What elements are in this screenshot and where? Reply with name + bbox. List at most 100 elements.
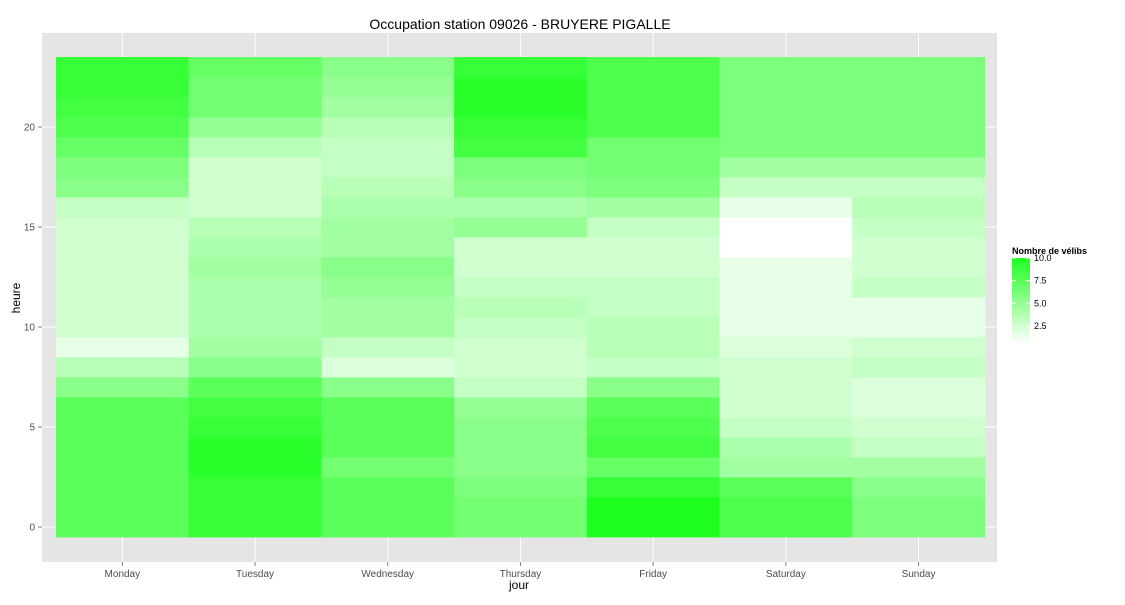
heatmap-cell <box>586 397 720 418</box>
heatmap-cell <box>586 517 720 538</box>
heatmap-cell <box>454 397 588 418</box>
heatmap-cell <box>852 377 986 398</box>
heatmap-cell <box>454 497 588 518</box>
heatmap-cell <box>454 517 588 538</box>
heatmap-cell <box>56 357 190 378</box>
heatmap-cell <box>719 237 853 258</box>
heatmap-cell <box>321 317 455 338</box>
y-tick-label: 10 <box>24 323 36 334</box>
x-tick-label: Thursday <box>500 569 542 580</box>
heatmap-cell <box>321 77 455 98</box>
heatmap-cell <box>188 517 322 538</box>
heatmap-cell <box>56 197 190 218</box>
heatmap-cell <box>852 177 986 198</box>
heatmap-cell <box>188 77 322 98</box>
heatmap-cell <box>586 137 720 158</box>
heatmap-cell <box>454 97 588 118</box>
heatmap-cell <box>719 297 853 318</box>
x-axis-title: jour <box>508 578 529 592</box>
heatmap-cell <box>188 437 322 458</box>
heatmap-cell <box>719 77 853 98</box>
heatmap-cell <box>188 57 322 78</box>
heatmap-cell <box>188 317 322 338</box>
heatmap-cell <box>719 337 853 358</box>
heatmap-cell <box>56 257 190 278</box>
heatmap-cell <box>719 477 853 498</box>
heatmap-cell <box>454 217 588 238</box>
heatmap-cells <box>56 57 986 538</box>
heatmap-cell <box>454 157 588 178</box>
heatmap-cell <box>586 317 720 338</box>
heatmap-cell <box>852 297 986 318</box>
legend-tick-label: 2.5 <box>1034 321 1047 331</box>
heatmap-cell <box>56 237 190 258</box>
heatmap-cell <box>852 277 986 298</box>
heatmap-cell <box>188 117 322 138</box>
heatmap-cell <box>56 337 190 358</box>
heatmap-cell <box>852 337 986 358</box>
heatmap-cell <box>188 377 322 398</box>
heatmap-cell <box>56 437 190 458</box>
y-tick-label: 15 <box>24 223 36 234</box>
heatmap-cell <box>188 357 322 378</box>
heatmap-cell <box>454 437 588 458</box>
heatmap-cell <box>586 197 720 218</box>
heatmap-cell <box>852 477 986 498</box>
heatmap-cell <box>56 417 190 438</box>
heatmap-cell <box>719 437 853 458</box>
heatmap-cell <box>719 177 853 198</box>
x-tick-label: Monday <box>105 569 141 580</box>
heatmap-cell <box>188 417 322 438</box>
heatmap-cell <box>321 197 455 218</box>
heatmap-cell <box>188 297 322 318</box>
heatmap-cell <box>321 477 455 498</box>
heatmap-cell <box>56 137 190 158</box>
heatmap-cell <box>188 497 322 518</box>
heatmap-cell <box>719 517 853 538</box>
heatmap-cell <box>719 157 853 178</box>
heatmap-cell <box>321 117 455 138</box>
heatmap-cell <box>719 497 853 518</box>
heatmap-cell <box>586 337 720 358</box>
heatmap-cell <box>321 257 455 278</box>
heatmap-cell <box>321 417 455 438</box>
heatmap-cell <box>56 117 190 138</box>
heatmap-cell <box>56 157 190 178</box>
heatmap-cell <box>719 397 853 418</box>
heatmap-cell <box>321 377 455 398</box>
legend-tick-label: 10.0 <box>1034 253 1052 263</box>
y-axis-title: heure <box>9 282 23 313</box>
heatmap-cell <box>586 257 720 278</box>
heatmap-cell <box>719 377 853 398</box>
heatmap-cell <box>454 137 588 158</box>
heatmap-cell <box>56 297 190 318</box>
heatmap-cell <box>321 397 455 418</box>
heatmap-cell <box>56 277 190 298</box>
heatmap-cell <box>56 517 190 538</box>
heatmap-cell <box>586 377 720 398</box>
heatmap-cell <box>56 77 190 98</box>
x-tick-label: Sunday <box>902 569 936 580</box>
heatmap-cell <box>852 137 986 158</box>
legend-ticks: 10.0 7.5 5.0 2.5 <box>1012 253 1052 331</box>
heatmap-cell <box>719 257 853 278</box>
heatmap-cell <box>586 437 720 458</box>
heatmap-cell <box>852 317 986 338</box>
heatmap-cell <box>586 497 720 518</box>
legend: Nombre de vélibs 10.0 7.5 5.0 2.5 <box>1012 246 1087 344</box>
heatmap-cell <box>719 117 853 138</box>
heatmap-cell <box>321 177 455 198</box>
heatmap-cell <box>454 357 588 378</box>
heatmap-cell <box>719 97 853 118</box>
heatmap-cell <box>852 437 986 458</box>
heatmap-cell <box>586 237 720 258</box>
heatmap-cell <box>188 397 322 418</box>
heatmap-cell <box>321 517 455 538</box>
heatmap-cell <box>321 497 455 518</box>
heatmap-cell <box>188 197 322 218</box>
legend-tick-label: 7.5 <box>1034 276 1047 286</box>
heatmap-cell <box>321 157 455 178</box>
y-axis-ticks: 0 5 10 15 20 <box>24 123 42 534</box>
heatmap-cell <box>321 57 455 78</box>
heatmap-cell <box>56 397 190 418</box>
